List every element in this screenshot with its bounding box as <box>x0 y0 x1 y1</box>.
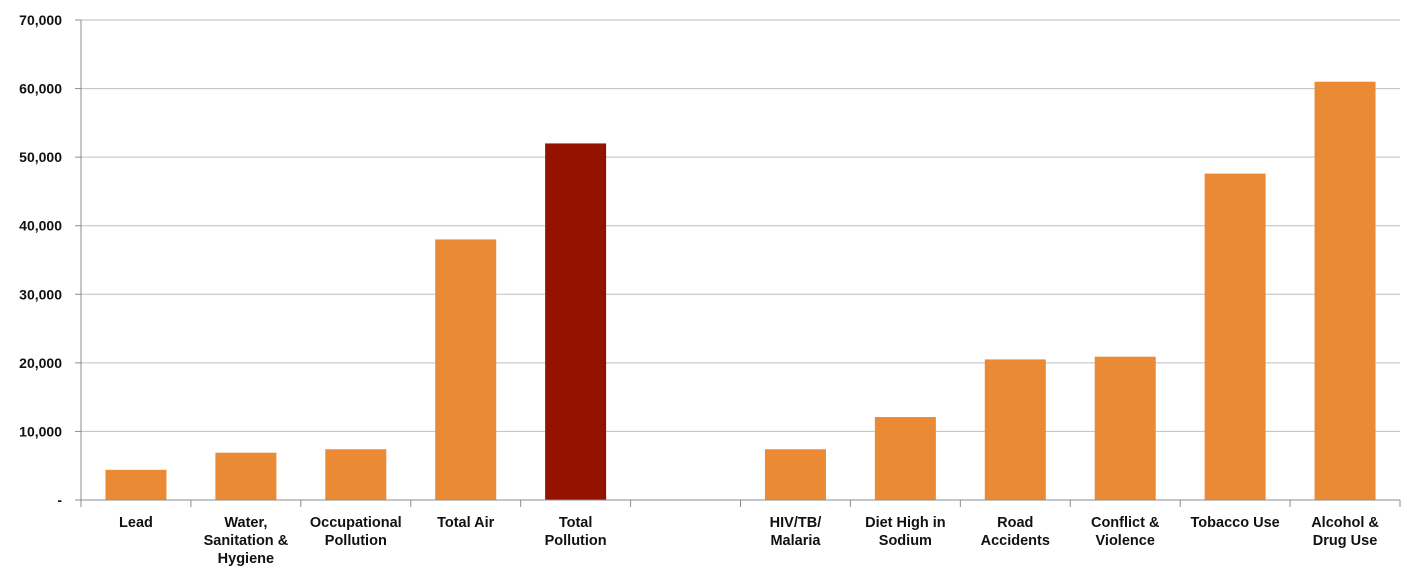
gridlines <box>81 19 1400 432</box>
x-tick-label: Diet High in <box>865 515 946 531</box>
x-tick-label: Malaria <box>770 533 821 549</box>
x-tick-label: Violence <box>1096 533 1155 549</box>
x-tick-label: Water, <box>224 515 267 531</box>
bar <box>984 359 1046 500</box>
bar <box>764 449 826 500</box>
y-tick-label: - <box>57 492 62 508</box>
y-axis-tick-labels: - 10,000 20,000 30,000 40,000 50,000 60,000 70,… <box>19 12 62 508</box>
x-axis-tick-labels: Lead Water, Sanitation & Hygiene Occupationa… <box>119 515 1379 567</box>
bars <box>105 81 1376 500</box>
bar <box>1094 356 1156 500</box>
x-tick-label: Road <box>997 515 1033 531</box>
x-tick-label: Lead <box>119 515 153 531</box>
bar <box>1314 81 1376 500</box>
bar <box>874 417 936 500</box>
y-tick-label: 20,000 <box>19 355 62 371</box>
y-tick-label: 30,000 <box>19 286 62 302</box>
x-tick-label: Occupational <box>310 515 402 531</box>
y-tick-label: 50,000 <box>19 149 62 165</box>
x-tick-label: Pollution <box>325 533 387 549</box>
y-tick-label: 40,000 <box>19 218 62 234</box>
x-tick-label: Alcohol & <box>1311 515 1379 531</box>
bar <box>435 239 497 500</box>
axes <box>75 19 1401 507</box>
bar <box>545 143 607 500</box>
y-tick-label: 10,000 <box>19 423 62 439</box>
x-tick-label: Hygiene <box>218 551 274 567</box>
x-tick-label: Drug Use <box>1313 533 1377 549</box>
x-tick-label: Total Air <box>437 515 495 531</box>
x-tick-label: Total <box>559 515 593 531</box>
bar <box>105 469 167 500</box>
y-tick-label: 60,000 <box>19 81 62 97</box>
bar <box>1204 173 1266 500</box>
x-tick-label: Pollution <box>545 533 607 549</box>
x-tick-label: HIV/TB/ <box>770 515 822 531</box>
x-tick-label: Conflict & <box>1091 515 1160 531</box>
x-tick-label: Accidents <box>981 533 1050 549</box>
y-tick-label: 70,000 <box>19 12 62 28</box>
x-tick-label: Sodium <box>879 533 932 549</box>
bar <box>215 452 277 500</box>
x-tick-label: Tobacco Use <box>1191 515 1280 531</box>
x-tick-label: Sanitation & <box>204 533 289 549</box>
bar <box>325 449 387 500</box>
